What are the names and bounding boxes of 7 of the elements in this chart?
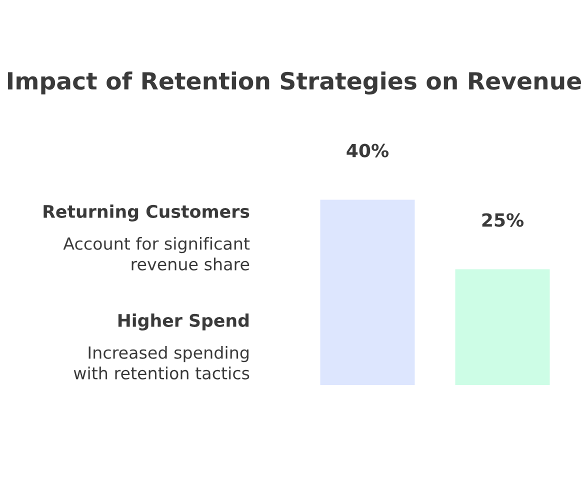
text: Increased spending with retention tactics (74, 346, 250, 380)
text: Returning Customers (44, 204, 250, 222)
text: Higher Spend (118, 314, 249, 330)
chart-title: Impact of Retention Strategies on Revenue (8, 71, 582, 95)
data-label: 25% (482, 213, 524, 227)
text: Account for significant revenue share (63, 237, 250, 270)
data-label: 40% (346, 144, 389, 158)
